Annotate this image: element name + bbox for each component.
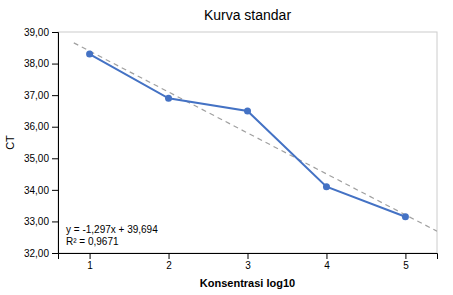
y-tick-label: 35,00	[24, 153, 49, 164]
trend-line	[74, 43, 437, 231]
y-tick-mark	[52, 32, 58, 33]
data-point	[323, 183, 330, 190]
x-tick: 2	[166, 253, 172, 271]
plot-frame	[58, 32, 437, 253]
y-tick-mark	[52, 95, 58, 96]
y-tick-label: 33,00	[24, 216, 49, 227]
annotation-text: y = -1,297x + 39,694	[66, 224, 158, 235]
y-axis-title: CT	[4, 135, 16, 150]
plot: 1 2 3 4 5 32,00 33,00 34,00 35,00 36,00 37,00 38,00…	[24, 27, 438, 271]
x-tick: 1	[87, 253, 93, 271]
data-point	[244, 107, 251, 114]
data-point	[86, 51, 93, 58]
data-point	[402, 213, 409, 220]
y-tick-label: 37,00	[24, 90, 49, 101]
y-tick-label: 38,00	[24, 58, 49, 69]
data-line	[90, 54, 406, 217]
y-axis: 32,00 33,00 34,00 35,00 36,00 37,00 38,00 39,00	[24, 27, 59, 259]
y-tick-mark	[52, 221, 58, 222]
x-tick-label: 5	[403, 260, 409, 271]
x-axis: 1 2 3 4 5	[59, 253, 438, 271]
x-tick-label: 3	[245, 260, 251, 271]
y-tick: 33,00	[24, 216, 58, 227]
y-tick-label: 39,00	[24, 27, 49, 38]
x-tick: 3	[245, 253, 251, 271]
x-tick-label: 2	[166, 260, 172, 271]
x-tick: 4	[324, 253, 330, 271]
x-tick-label: 4	[324, 260, 330, 271]
y-tick-label: 34,00	[24, 185, 49, 196]
title: Kurva standar	[204, 7, 291, 23]
y-tick: 32,00	[24, 248, 58, 259]
x-tick-mark	[90, 253, 91, 259]
y-axis-line	[52, 33, 59, 254]
data-point	[165, 95, 172, 102]
marks	[74, 43, 437, 231]
x-axis-line	[59, 254, 438, 260]
chart: 1 2 3 4 5 32,00 33,00 34,00 35,00 36,00 37,00 38,00…	[0, 0, 453, 295]
y-tick: 35,00	[24, 153, 58, 164]
y-tick-label: 32,00	[24, 248, 49, 259]
x-tick-mark	[326, 253, 327, 259]
x-tick-label: 1	[87, 260, 93, 271]
y-tick-mark	[52, 127, 58, 128]
y-tick: 36,00	[24, 121, 58, 132]
y-tick-mark	[52, 253, 58, 254]
x-tick-mark	[169, 253, 170, 259]
annotation-text: R² = 0,9671	[66, 236, 119, 247]
y-tick: 38,00	[24, 58, 58, 69]
y-tick-mark	[52, 158, 58, 159]
annotation: y = -1,297x + 39,694R² = 0,9671	[66, 224, 158, 247]
x-tick-mark	[405, 253, 406, 259]
y-tick: 34,00	[24, 185, 58, 196]
x-axis-title: Konsentrasi log10	[200, 277, 295, 289]
y-tick: 39,00	[24, 27, 58, 38]
y-tick-mark	[52, 190, 58, 191]
x-tick-mark	[248, 253, 249, 259]
y-tick-mark	[52, 64, 58, 65]
y-tick-label: 36,00	[24, 121, 49, 132]
y-tick: 37,00	[24, 90, 58, 101]
x-tick: 5	[403, 253, 409, 271]
